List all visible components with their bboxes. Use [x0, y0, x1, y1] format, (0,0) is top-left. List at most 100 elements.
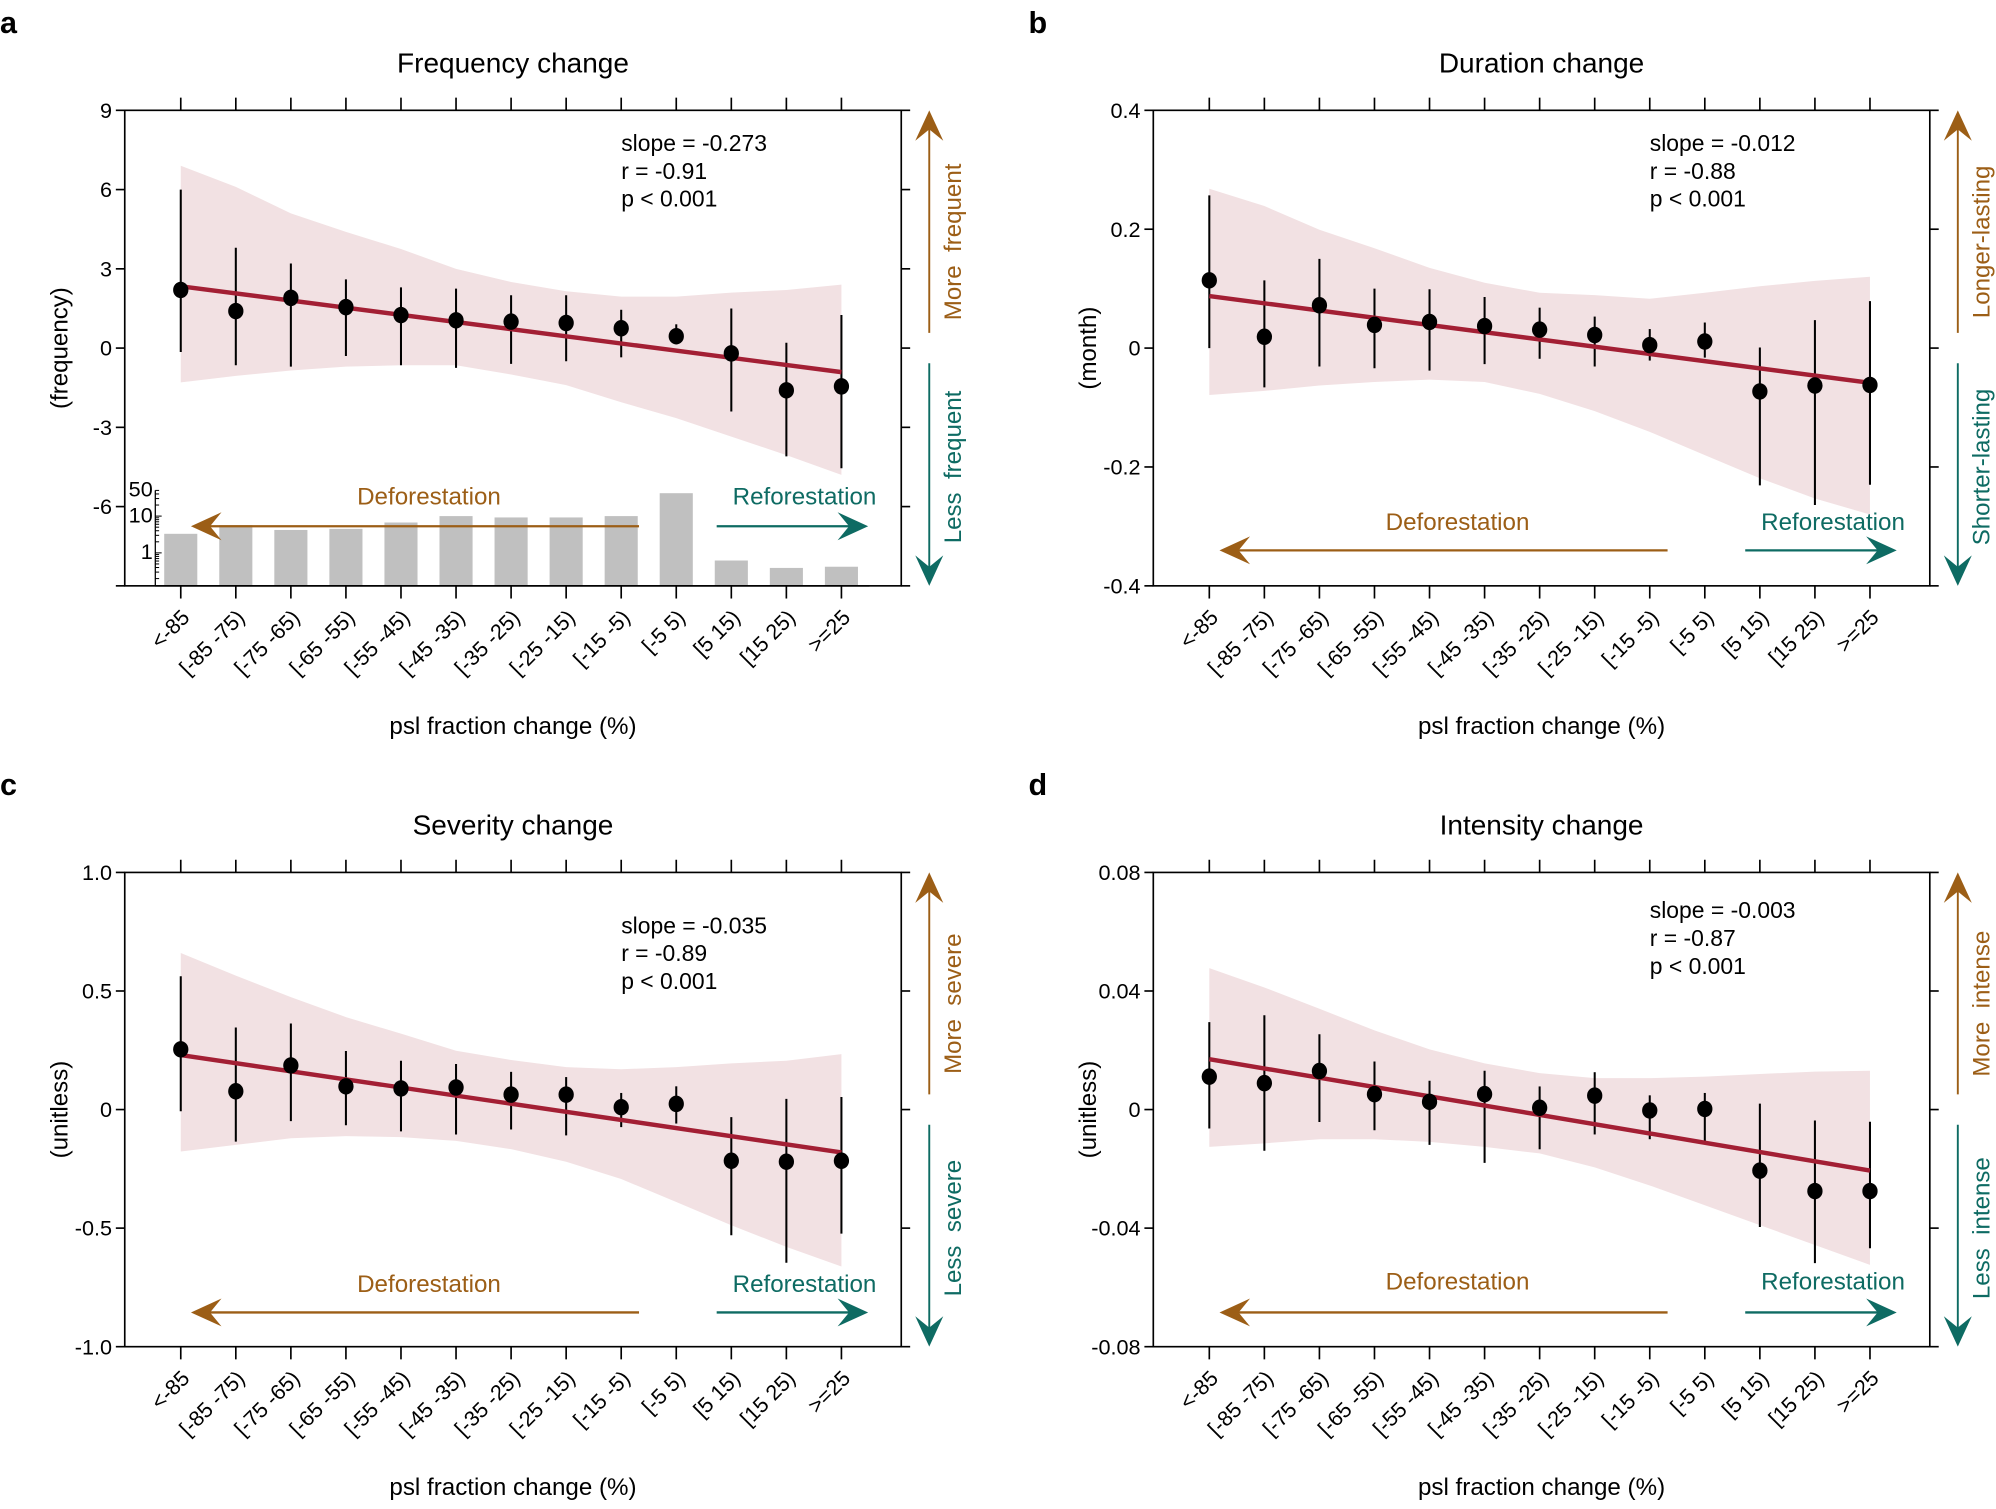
data-point — [1476, 1085, 1493, 1103]
y-tick-label: -0.4 — [1103, 573, 1140, 598]
y-tick-label: 0 — [1129, 1097, 1141, 1122]
deforestation-label: Deforestation — [357, 484, 501, 511]
data-point — [613, 320, 629, 337]
data-point — [1697, 333, 1713, 350]
inset-tick-label: 50 — [129, 477, 153, 502]
stat-text: r = -0.89 — [621, 940, 707, 966]
y-axis-label: (unitless) — [46, 1061, 73, 1159]
y-tick-label: 0.04 — [1098, 979, 1140, 1004]
increase-label: More intense — [1969, 931, 1996, 1077]
inset-bar — [494, 517, 528, 586]
y-tick-label: -0.08 — [1091, 1334, 1140, 1359]
stat-text: slope = -0.012 — [1650, 130, 1796, 156]
data-point — [283, 1057, 299, 1074]
data-point — [1587, 1087, 1603, 1104]
data-point — [668, 1095, 684, 1113]
data-point — [448, 312, 464, 329]
chart-title: Severity change — [413, 809, 614, 840]
arrow-down-icon — [915, 1316, 944, 1347]
x-tick-label: <-85 — [146, 1366, 195, 1415]
y-tick-label: -0.5 — [75, 1216, 112, 1241]
panel-letter: a — [0, 6, 18, 40]
data-point — [228, 302, 244, 320]
deforestation-label: Deforestation — [1386, 509, 1530, 536]
data-point — [778, 382, 795, 399]
arrow-head-left-icon — [1219, 536, 1251, 565]
x-tick-label: [-15 -5) — [568, 605, 635, 672]
data-point — [833, 1152, 850, 1170]
arrow-up-icon — [915, 872, 944, 903]
inset-bar — [714, 560, 748, 586]
inset-bar — [659, 493, 693, 586]
data-point — [558, 314, 574, 332]
increase-arrow — [915, 110, 944, 333]
y-tick-label: 3 — [100, 256, 112, 281]
inset-tick-label: 10 — [129, 502, 153, 527]
stat-text: r = -0.91 — [621, 158, 707, 184]
inset-bar — [824, 566, 858, 586]
x-axis-label: psl fraction change (%) — [389, 1474, 636, 1501]
data-point — [1256, 328, 1273, 346]
x-tick-label: [-5 5) — [637, 605, 690, 658]
data-point — [338, 1078, 354, 1095]
arrow-head-left-icon — [190, 1298, 222, 1327]
data-point — [833, 378, 850, 395]
x-tick-label: [-5 5) — [1665, 605, 1718, 658]
stat-text: slope = -0.273 — [621, 130, 767, 156]
y-axis-label: (frequency) — [46, 287, 73, 409]
x-tick-label: [15 25) — [735, 1366, 800, 1431]
data-point — [1752, 1162, 1768, 1179]
x-tick-label: [15 25) — [1763, 1366, 1828, 1431]
inset-bar — [219, 525, 253, 586]
data-point — [1752, 383, 1768, 400]
data-point — [503, 313, 519, 330]
reforestation-label: Reforestation — [1761, 1269, 1905, 1296]
decrease-label: Less severe — [940, 1160, 967, 1297]
y-axis-label: (month) — [1075, 307, 1102, 390]
data-point — [1532, 1099, 1548, 1117]
data-point — [1642, 336, 1658, 354]
y-tick-label: 0 — [1129, 336, 1141, 361]
data-point — [1862, 376, 1878, 394]
y-tick-label: -1.0 — [75, 1334, 112, 1359]
data-point — [173, 281, 189, 299]
y-tick-label: 0.2 — [1111, 217, 1141, 242]
decrease-label: Less intense — [1969, 1157, 1996, 1299]
arrow-down-icon — [915, 555, 944, 586]
stat-text: p < 0.001 — [1650, 186, 1746, 212]
y-tick-label: 0.5 — [82, 979, 112, 1004]
reforestation-label: Reforestation — [733, 484, 877, 511]
reforestation-label: Reforestation — [1761, 509, 1905, 536]
data-point — [1201, 272, 1217, 289]
x-tick-label: >=25 — [803, 1366, 856, 1418]
data-point — [393, 1080, 409, 1097]
x-tick-label: [-5 5) — [637, 1366, 690, 1419]
inset-bar — [604, 516, 638, 586]
data-point — [723, 345, 739, 362]
data-point — [173, 1041, 189, 1058]
y-tick-label: 6 — [100, 177, 112, 202]
x-tick-label: >=25 — [1831, 605, 1884, 657]
data-point — [1256, 1074, 1273, 1092]
x-axis-label: psl fraction change (%) — [1418, 713, 1665, 740]
arrow-down-icon — [1943, 555, 1972, 586]
reforestation-arrow — [1745, 1298, 1897, 1327]
arrow-head-right-icon — [837, 1298, 869, 1327]
stat-text: slope = -0.035 — [621, 912, 767, 938]
arrow-down-icon — [1943, 1316, 1972, 1347]
data-point — [1421, 313, 1438, 331]
deforestation-label: Deforestation — [1386, 1269, 1530, 1296]
x-tick-label: <-85 — [1174, 1366, 1223, 1415]
y-tick-label: -6 — [93, 494, 112, 519]
x-axis-label: psl fraction change (%) — [389, 713, 636, 740]
y-tick-label: -3 — [93, 415, 112, 440]
data-point — [1642, 1102, 1658, 1119]
increase-arrow — [915, 872, 944, 1095]
reforestation-label: Reforestation — [733, 1271, 877, 1298]
stat-text: slope = -0.003 — [1650, 897, 1796, 923]
data-point — [338, 298, 354, 316]
y-tick-label: 0 — [100, 336, 112, 361]
data-point — [613, 1098, 629, 1116]
x-tick-label: [-5 5) — [1665, 1366, 1718, 1419]
